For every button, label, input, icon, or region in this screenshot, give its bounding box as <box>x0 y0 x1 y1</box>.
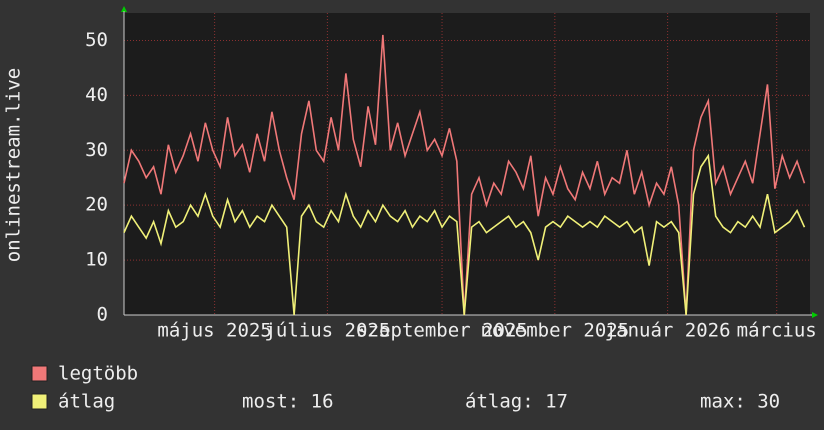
legend-stat: most: 16 <box>242 391 334 413</box>
legend-stat: max: 30 <box>700 391 780 413</box>
y-tick-label: 20 <box>85 194 108 216</box>
x-tick-label: május 2025 <box>157 320 271 342</box>
y-tick-label: 0 <box>97 304 108 326</box>
y-tick-label: 50 <box>85 29 108 51</box>
x-tick-label: november 2025 <box>480 320 629 342</box>
y-tick-label: 40 <box>85 84 108 106</box>
legend-stat: átlag: 17 <box>465 391 568 413</box>
axis-arrow <box>812 312 818 318</box>
x-tick-label: szeptember 2025 <box>356 320 528 342</box>
x-tick-label: március <box>737 320 817 342</box>
axis-arrow <box>121 6 127 12</box>
x-tick-label: január 2026 <box>605 320 731 342</box>
legend-label: átlag <box>58 391 115 413</box>
y-tick-label: 30 <box>85 139 108 161</box>
series-line <box>123 153 806 316</box>
legend-label: legtöbb <box>58 363 138 385</box>
legend-swatch <box>31 393 48 410</box>
legend-swatch <box>31 365 48 382</box>
x-tick-label: július 2025 <box>264 320 390 342</box>
y-tick-label: 10 <box>85 249 108 271</box>
y-axis-label: onlinestream.live <box>3 68 25 262</box>
